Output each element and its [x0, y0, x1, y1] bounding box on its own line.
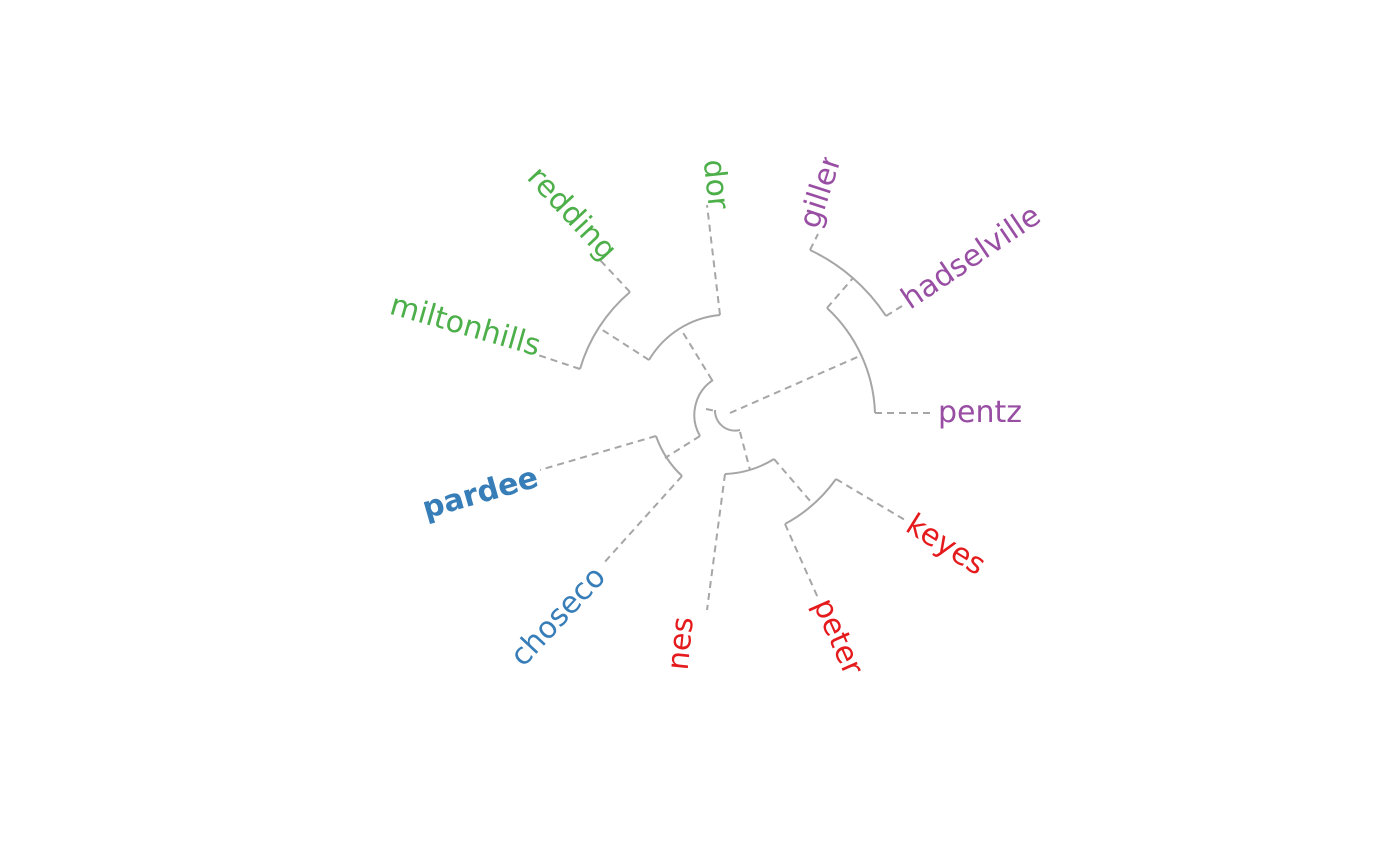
branch-link [835, 478, 906, 521]
leaf-label-pentz: pentz [938, 395, 1022, 430]
dendrogram-branches [537, 204, 932, 611]
leaf-label-keyes: keyes [900, 507, 992, 583]
branch-arc [648, 314, 721, 361]
leaf-label-miltonhills: miltonhills [386, 287, 544, 363]
leaf-label-redding: redding [520, 160, 624, 268]
branch-link [705, 408, 717, 412]
leaf-label-peter: peter [806, 593, 871, 681]
branch-arc [579, 291, 631, 370]
branch-link [739, 431, 751, 471]
branch-link [599, 259, 631, 293]
branch-link [706, 204, 721, 316]
branch-link [601, 475, 683, 566]
leaf-label-nes: nes [661, 615, 701, 671]
branch-link [809, 233, 819, 251]
leaf-label-giller: giller [792, 150, 849, 233]
leaf-label-choseco: choseco [503, 560, 612, 674]
branch-link [784, 523, 819, 599]
branch-arc [693, 379, 714, 437]
branch-link [706, 473, 726, 611]
branch-arc [713, 409, 741, 432]
branch-arc [809, 249, 887, 317]
branch-link [729, 354, 863, 414]
branch-arc [724, 458, 775, 475]
leaf-labels: redding dor miltonhills giller hadselvil… [386, 150, 1047, 681]
branch-link [773, 458, 812, 503]
branch-link [681, 330, 713, 381]
branch-link [885, 305, 903, 317]
branch-arc [655, 435, 683, 477]
leaf-label-hadselville: hadselville [895, 198, 1047, 317]
branch-arc [784, 478, 837, 525]
branch-link [537, 354, 581, 370]
branch-link [664, 435, 701, 459]
branch-link [600, 328, 650, 361]
leaf-label-pardee: pardee [418, 460, 542, 526]
branch-link [539, 435, 657, 471]
branch-arc [826, 307, 876, 414]
leaf-label-dor: dor [696, 158, 736, 212]
branch-link [826, 277, 854, 309]
